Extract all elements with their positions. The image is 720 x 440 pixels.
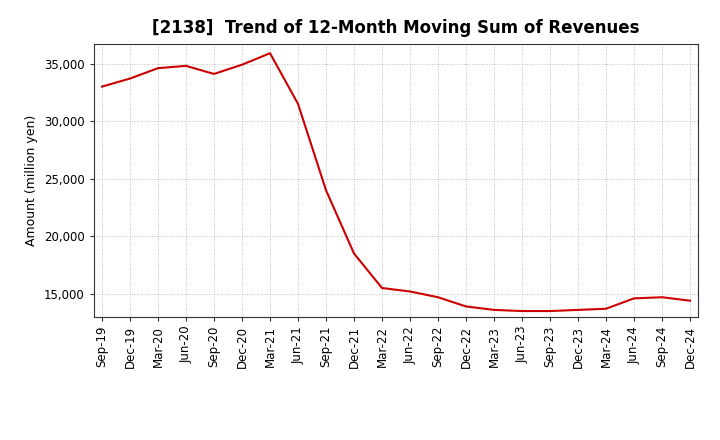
Title: [2138]  Trend of 12-Month Moving Sum of Revenues: [2138] Trend of 12-Month Moving Sum of R… (152, 19, 640, 37)
Y-axis label: Amount (million yen): Amount (million yen) (25, 115, 38, 246)
